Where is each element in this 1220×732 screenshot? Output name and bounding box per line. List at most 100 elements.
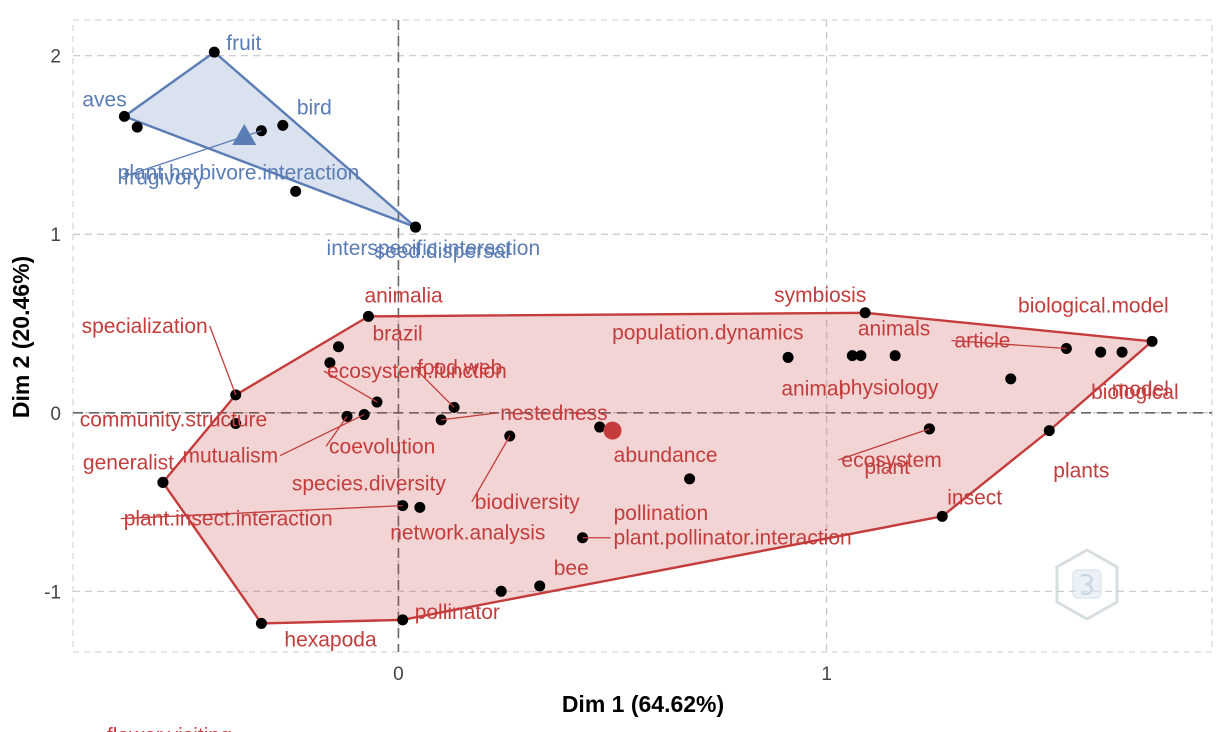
label-plants: plants bbox=[1053, 460, 1109, 483]
point-species-diversity bbox=[414, 501, 426, 513]
point-brazil bbox=[332, 341, 344, 353]
point-flower-visiting bbox=[157, 476, 169, 488]
centroid-cluster2 bbox=[232, 124, 257, 146]
label-plant: plant bbox=[864, 456, 910, 479]
cluster-centroids bbox=[232, 124, 622, 440]
point-animal bbox=[846, 350, 858, 362]
point-bird bbox=[277, 119, 289, 131]
label-brazil: brazil bbox=[372, 323, 422, 346]
label-plant-pollinator-interaction: plant.pollinator.interaction bbox=[614, 527, 852, 550]
centroid-cluster1 bbox=[603, 421, 622, 440]
point-biological-model bbox=[1146, 335, 1158, 347]
label-biodiversity: biodiversity bbox=[475, 491, 581, 514]
label-flower-visiting: flower.visiting bbox=[107, 724, 232, 732]
point-plants bbox=[1043, 425, 1055, 437]
label-plant-herbivore-interaction: plant.herbivore.interaction bbox=[118, 161, 360, 184]
label-model: model bbox=[1112, 378, 1169, 401]
leader-food-web bbox=[413, 366, 455, 408]
point-physiology bbox=[889, 350, 901, 362]
label-species-diversity: species.diversity bbox=[292, 472, 447, 495]
cluster1-hull bbox=[161, 311, 1154, 625]
point-plant-herbivore-interaction bbox=[290, 185, 302, 197]
origin-axes bbox=[73, 20, 1212, 652]
point-insect bbox=[936, 510, 948, 522]
point-bee bbox=[534, 580, 546, 592]
label-fruit: fruit bbox=[226, 32, 261, 55]
label-interspecific-interaction: interspecific.interaction bbox=[327, 237, 541, 260]
point-labels: animalia brazil specialization ecosystem.fu… bbox=[80, 32, 1179, 732]
point-community-structure bbox=[230, 417, 242, 429]
leader-coevolution bbox=[325, 415, 348, 447]
label-pollination: pollination bbox=[614, 502, 709, 525]
label-physiology: physiology bbox=[839, 377, 939, 400]
leader-nestedness bbox=[441, 412, 498, 421]
label-seed-dispersal: seed.dispersal bbox=[375, 240, 510, 263]
label-hexapoda: hexapoda bbox=[284, 628, 377, 651]
label-food-web: food.web bbox=[417, 356, 502, 379]
label-nestedness: nestedness bbox=[500, 402, 607, 425]
label-mutualism: mutualism bbox=[182, 445, 278, 468]
x-tick-label: 1 bbox=[821, 664, 832, 685]
label-community-structure: community.structure bbox=[80, 408, 268, 431]
label-bee: bee bbox=[554, 557, 589, 580]
label-ecosystem-function: ecosystem.function bbox=[327, 360, 507, 383]
label-abundance: abundance bbox=[614, 444, 718, 467]
leader-biodiversity bbox=[471, 435, 511, 503]
point-hexapoda bbox=[255, 617, 267, 629]
label-pollinator: pollinator bbox=[415, 601, 500, 624]
label-specialization: specialization bbox=[82, 315, 208, 338]
y-axis-title: Dim 2 (20.46%) bbox=[8, 256, 34, 418]
label-population-dynamics: population.dynamics bbox=[612, 321, 803, 344]
label-aves: aves bbox=[82, 88, 126, 111]
point-network-analysis bbox=[495, 585, 507, 597]
point-interspecific-interaction bbox=[410, 221, 422, 233]
tick-labels: 0 1 -1 0 1 2 bbox=[44, 47, 832, 685]
label-biological-model: biological.model bbox=[1018, 294, 1169, 317]
point-animalia bbox=[362, 310, 374, 322]
point-fruit bbox=[208, 46, 220, 58]
point-abundance bbox=[594, 421, 606, 433]
point-point bbox=[324, 357, 336, 369]
y-tick-label: 0 bbox=[50, 404, 61, 425]
leader-specialization bbox=[209, 325, 237, 396]
leader-plant-insect-interaction bbox=[120, 504, 403, 520]
x-tick-label: 0 bbox=[393, 664, 404, 685]
label-frugivory: frugivory bbox=[123, 167, 204, 190]
label-network-analysis: network.analysis bbox=[390, 521, 545, 544]
label-insect: insect bbox=[947, 486, 1002, 509]
label-symbiosis: symbiosis bbox=[774, 284, 866, 307]
label-leaders bbox=[120, 130, 1067, 539]
label-plant-insect-interaction: plant.insect.interaction bbox=[124, 508, 333, 531]
leader-ecosystem bbox=[838, 428, 930, 461]
label-bird: bird bbox=[297, 96, 332, 119]
point-biological bbox=[1116, 346, 1128, 358]
y-tick-label: -1 bbox=[44, 582, 61, 603]
label-animal: animal bbox=[781, 378, 843, 401]
point-model bbox=[1005, 373, 1017, 385]
point-animals bbox=[855, 350, 867, 362]
point-population-dynamics bbox=[782, 351, 794, 363]
cluster2-hull bbox=[123, 50, 417, 229]
label-animalia: animalia bbox=[364, 284, 443, 307]
point-pollination bbox=[684, 473, 696, 485]
point-point bbox=[1095, 346, 1107, 358]
point-point bbox=[131, 121, 143, 133]
leader-article bbox=[951, 339, 1067, 350]
cluster-hulls bbox=[123, 50, 1154, 625]
plot-border bbox=[72, 19, 1213, 653]
point-pollinator bbox=[397, 614, 409, 626]
leader-mutualism bbox=[279, 413, 365, 457]
y-tick-label: 1 bbox=[50, 225, 61, 246]
point-aves bbox=[118, 110, 130, 122]
label-animals: animals bbox=[858, 318, 930, 341]
y-tick-label: 2 bbox=[50, 47, 61, 68]
point-symbiosis bbox=[859, 307, 871, 319]
x-axis-title: Dim 1 (64.62%) bbox=[562, 691, 724, 717]
label-biological: biological bbox=[1091, 381, 1179, 404]
label-generalist: generalist bbox=[83, 451, 174, 474]
label-article: article bbox=[954, 329, 1010, 352]
label-ecosystem: ecosystem bbox=[841, 449, 941, 472]
leader-ecosystem-function bbox=[323, 370, 378, 403]
watermark-logo-icon bbox=[1055, 548, 1119, 621]
